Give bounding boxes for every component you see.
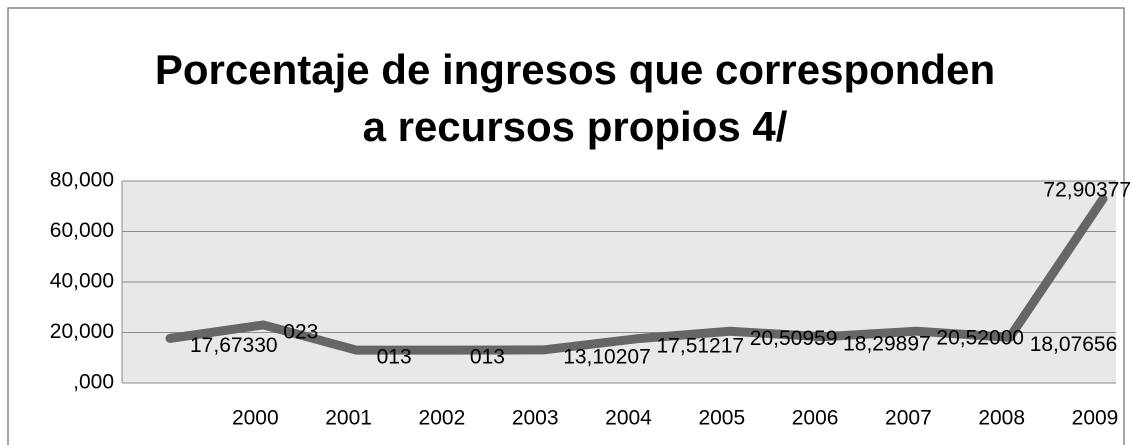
x-tick-label: 2005 [698, 407, 745, 430]
x-tick-label: 2001 [325, 407, 372, 430]
data-label: 72,90377 [1043, 178, 1131, 201]
line [165, 194, 1108, 355]
y-tick-label: 20,000 [50, 320, 114, 343]
chart-title: a recursos propios 4/ [363, 103, 788, 150]
x-tick-label: 2006 [792, 407, 839, 430]
data-label: 17,67330 [190, 334, 278, 357]
data-label: 023 [283, 320, 318, 343]
x-tick-label: 2003 [512, 407, 559, 430]
data-label: 13,10207 [563, 345, 651, 368]
data-label: 013 [470, 346, 505, 369]
data-label: 18,29897 [843, 332, 931, 355]
x-tick-label: 2009 [1072, 407, 1119, 430]
x-tick-label: 2002 [419, 407, 466, 430]
x-tick-label: 2000 [232, 407, 279, 430]
data-label: 17,51217 [657, 334, 745, 357]
y-tick-label: 80,000 [50, 169, 114, 192]
x-tick-label: 2008 [978, 407, 1025, 430]
x-tick-label: 2007 [885, 407, 932, 430]
data-label: 20,50959 [750, 327, 838, 350]
data-label: 20,52000 [936, 327, 1024, 350]
data-label: 013 [377, 346, 412, 369]
y-tick-label: 40,000 [50, 270, 114, 293]
y-tick-label: ,000 [73, 371, 114, 394]
data-label: 18,07656 [1030, 333, 1118, 356]
y-tick-label: 60,000 [50, 219, 114, 242]
x-tick-label: 2004 [605, 407, 652, 430]
chart-title: Porcentaje de ingresos que corresponden [155, 46, 995, 93]
